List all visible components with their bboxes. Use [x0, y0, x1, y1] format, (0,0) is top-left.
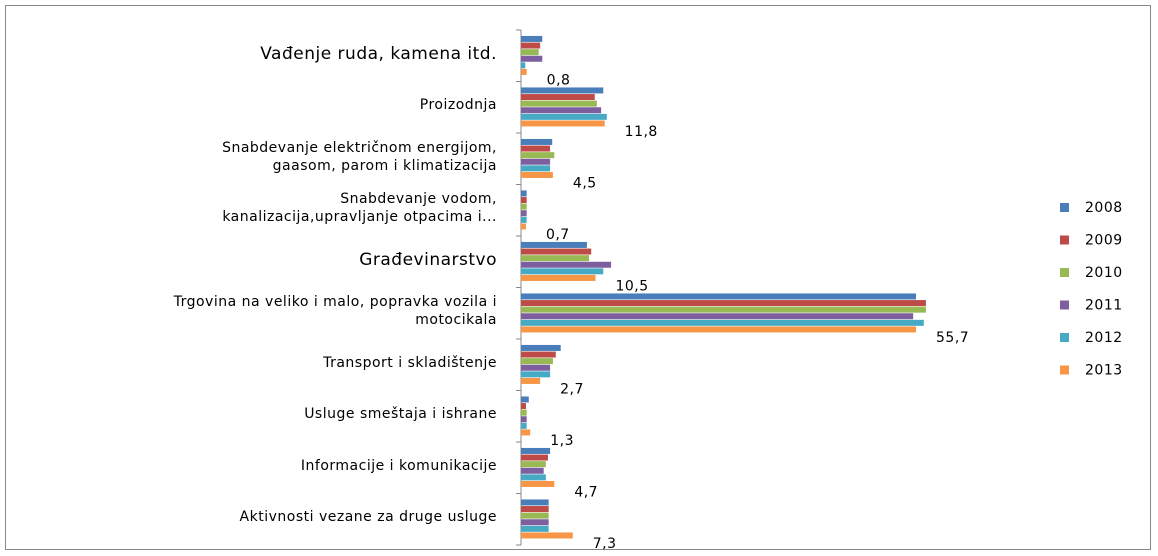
bar — [521, 94, 595, 101]
bar — [521, 525, 549, 532]
legend-swatch — [1060, 365, 1069, 375]
bar — [521, 519, 549, 526]
bar — [521, 474, 546, 481]
bar — [521, 344, 561, 351]
bar — [521, 113, 607, 120]
category-label: Aktivnosti vezane za druge usluge — [239, 509, 497, 526]
category-label: Transport i skladištenje — [323, 354, 497, 371]
bar — [521, 42, 541, 49]
legend-swatch — [1060, 300, 1069, 310]
bar — [521, 403, 526, 410]
bar — [521, 319, 924, 326]
data-label: 0,8 — [547, 73, 571, 89]
bar — [521, 87, 604, 94]
category-label: Vađenje ruda, kamena itd. — [260, 43, 497, 64]
bar — [521, 454, 548, 461]
data-label: 4,7 — [574, 485, 598, 501]
bar — [521, 171, 553, 178]
bar — [521, 152, 555, 159]
category-label: Usluge smeštaja i ishrane — [304, 406, 497, 423]
bar — [521, 223, 526, 230]
bar — [521, 165, 551, 172]
bar — [521, 461, 546, 468]
bar — [521, 120, 605, 127]
bar — [521, 300, 926, 307]
legend-label: 2010 — [1085, 265, 1123, 281]
bar — [521, 447, 551, 454]
category-label: Snabdevanje vodom, kanalizacija,upravlja… — [222, 191, 497, 226]
bar — [521, 364, 551, 371]
bar — [521, 216, 527, 223]
bar — [521, 467, 544, 474]
bar — [521, 210, 527, 217]
bar — [521, 371, 551, 378]
bar — [521, 293, 916, 300]
legend-swatch — [1060, 333, 1069, 342]
bar — [521, 306, 926, 313]
bar — [521, 274, 596, 281]
bar — [521, 422, 527, 429]
bar — [521, 138, 553, 145]
bar — [521, 409, 527, 416]
category-label: Trgovina na veliko i malo, popravka vozi… — [173, 294, 497, 329]
bar — [521, 203, 527, 210]
data-label: 11,8 — [625, 124, 658, 140]
legend-label: 2013 — [1085, 363, 1123, 379]
bar — [521, 351, 556, 358]
bar — [521, 49, 539, 56]
legend-swatch — [1060, 268, 1069, 277]
bar — [521, 255, 590, 262]
bar — [521, 62, 526, 69]
data-label: 2,7 — [560, 382, 584, 398]
chart-frame — [5, 5, 1151, 550]
bar — [521, 512, 549, 519]
bar — [521, 532, 573, 539]
category-label: Proizodnja — [419, 97, 497, 114]
bar — [521, 499, 549, 506]
legend-label: 2009 — [1085, 233, 1123, 249]
data-label: 0,7 — [546, 227, 570, 243]
bar — [521, 190, 527, 197]
bar — [521, 197, 527, 204]
bar — [521, 55, 543, 62]
data-label: 55,7 — [936, 330, 969, 346]
bar — [521, 506, 549, 513]
bar — [521, 377, 541, 384]
bar — [521, 248, 592, 255]
bar — [521, 480, 555, 487]
bar — [521, 100, 597, 107]
bar — [521, 261, 612, 268]
bar — [521, 429, 531, 436]
bar — [521, 416, 527, 423]
category-label: Informacije i komunikacije — [300, 457, 497, 474]
bar — [521, 396, 529, 403]
legend-label: 2008 — [1085, 200, 1123, 216]
data-label: 10,5 — [615, 279, 648, 295]
category-label: Snabdevanje električnom energijom, gaaso… — [222, 139, 497, 174]
category-label: Građevinarstvo — [359, 249, 497, 270]
data-label: 1,3 — [550, 433, 574, 449]
bar — [521, 145, 551, 152]
bar — [521, 107, 602, 114]
bar — [521, 68, 527, 75]
bar — [521, 268, 604, 275]
bar — [521, 158, 551, 165]
legend-swatch — [1060, 235, 1069, 245]
bar — [521, 35, 543, 42]
bar — [521, 241, 587, 248]
data-label: 4,5 — [573, 176, 597, 192]
legend-swatch — [1060, 203, 1069, 212]
legend-label: 2012 — [1085, 330, 1123, 346]
data-label: 7,3 — [593, 536, 617, 552]
legend-label: 2011 — [1085, 298, 1123, 314]
bar — [521, 326, 916, 333]
bar — [521, 358, 553, 365]
bar — [521, 313, 914, 320]
